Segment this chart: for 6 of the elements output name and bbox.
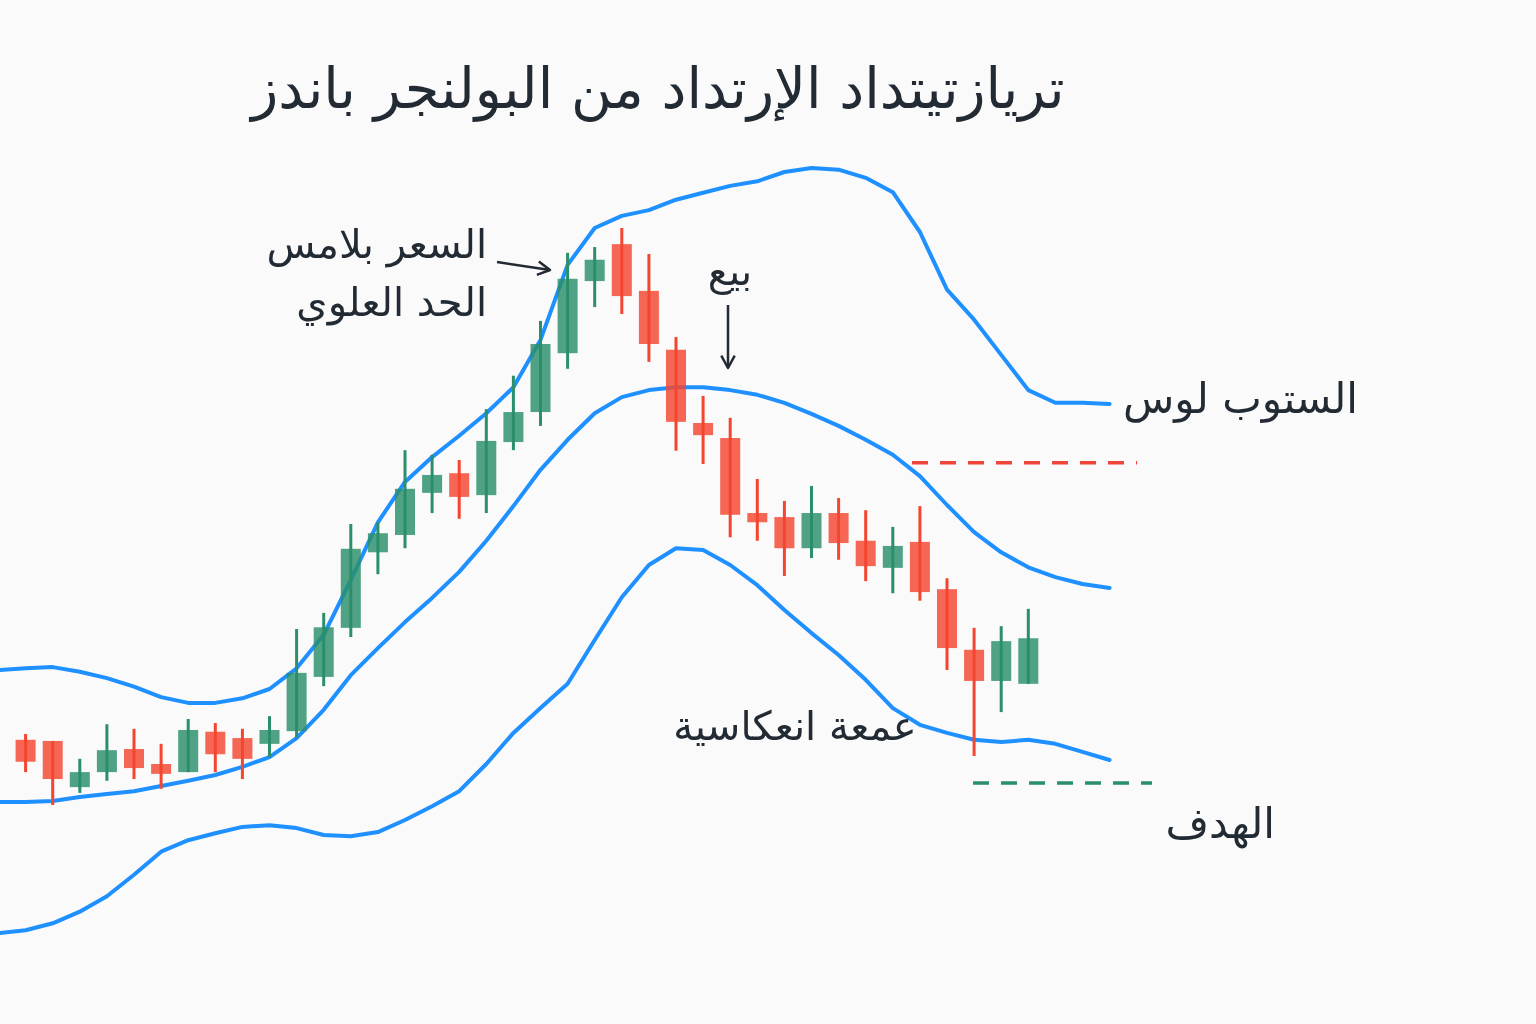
ref-line-label: الهدف xyxy=(1165,799,1275,850)
annotation: بيع xyxy=(707,248,753,295)
chart-title: تريازتيتداد الإرتداد من البولنجر باندز xyxy=(248,56,1065,122)
annotation: السعر بلامس الحد العلوي xyxy=(266,221,487,326)
ref-line-label: الستوب لوس xyxy=(1123,373,1358,423)
annotation: عمعة انعكاسية xyxy=(673,703,917,749)
